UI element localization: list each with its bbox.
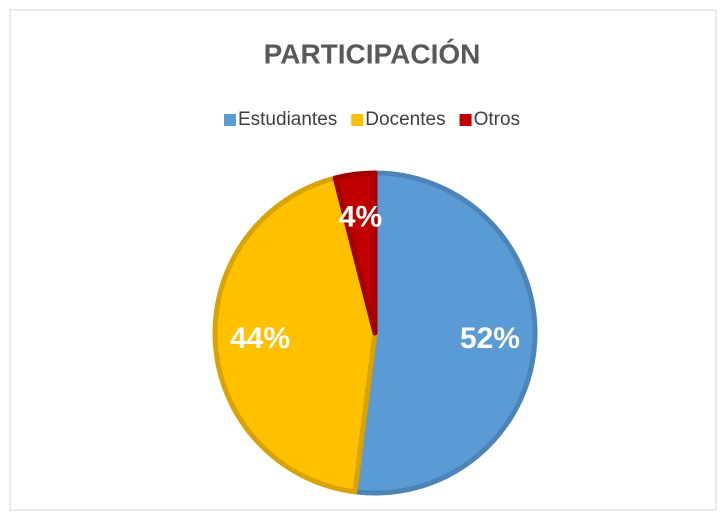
legend-swatch — [351, 114, 364, 126]
legend-swatch — [459, 114, 472, 126]
chart-title: PARTICIPACIÓN — [264, 38, 481, 69]
legend-label: Estudiantes — [238, 109, 337, 130]
legend-swatch — [223, 114, 236, 126]
pie-slice — [352, 170, 538, 496]
legend-label: Otros — [474, 109, 520, 130]
data-label: 44% — [230, 322, 290, 355]
legend-label: Docentes — [365, 109, 445, 130]
pie-slice — [332, 170, 378, 336]
pie-slice — [212, 175, 378, 495]
data-label: 52% — [460, 322, 520, 355]
data-label: 4% — [339, 201, 382, 234]
